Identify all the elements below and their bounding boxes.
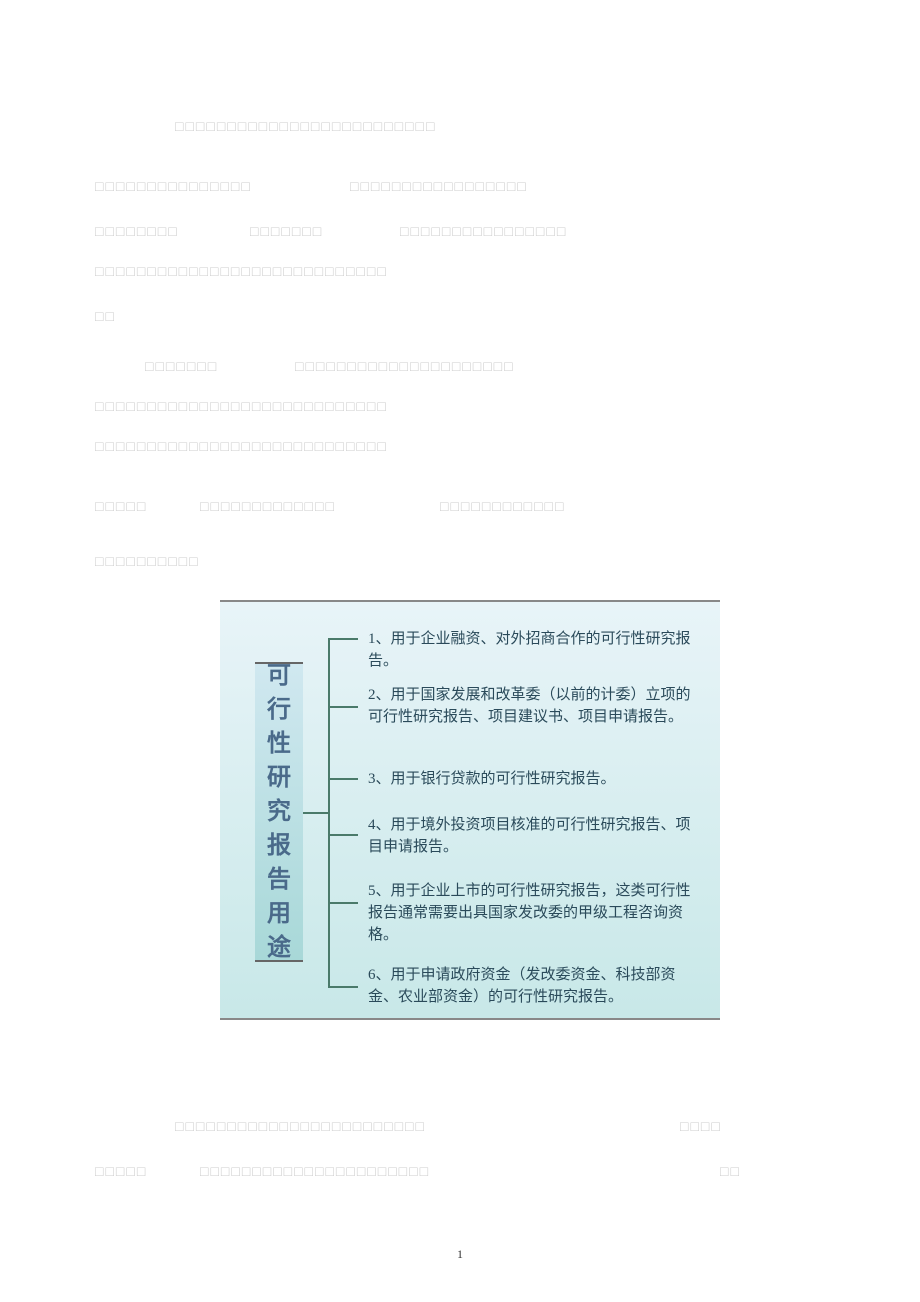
vertical-char: 可 xyxy=(267,659,291,693)
placeholder-text-line: □□□□□□□ xyxy=(145,360,255,376)
placeholder-text-line: □□□□□□□□□□□□□□□□□□□□□□□□□ xyxy=(175,120,535,136)
page-number: 1 xyxy=(457,1247,463,1262)
use-item-1: 1、用于企业融资、对外招商合作的可行性研究报告。 xyxy=(368,628,703,672)
connector-main-line xyxy=(303,812,328,814)
placeholder-text-line: □□□□□□□□□□□□□ xyxy=(200,500,390,516)
connector-branch xyxy=(328,986,358,988)
use-item-4: 4、用于境外投资项目核准的可行性研究报告、项目申请报告。 xyxy=(368,814,703,858)
use-item-2: 2、用于国家发展和改革委（以前的计委）立项的可行性研究报告、项目建议书、项目申请… xyxy=(368,684,703,728)
vertical-title-label: 可 行 性 研 究 报 告 用 途 xyxy=(255,662,303,962)
placeholder-text-line: □□□□□ xyxy=(95,500,165,516)
connector-branch xyxy=(328,706,358,708)
vertical-char: 报 xyxy=(267,829,291,863)
vertical-char: 研 xyxy=(267,761,291,795)
placeholder-text-line: □□□□□ xyxy=(95,1165,170,1181)
placeholder-text-line: □□□□□□□□□□□□□□□□□□□□□□□□ xyxy=(175,1120,515,1136)
connector-branch xyxy=(328,638,358,640)
vertical-char: 究 xyxy=(267,795,291,829)
placeholder-text-line: □□□□□□□□□□□□□□□□□□□□□□□□□□□□ xyxy=(95,400,495,416)
placeholder-text-line: □□□□□□□□ xyxy=(95,225,215,241)
vertical-char: 性 xyxy=(267,727,291,761)
vertical-char: 用 xyxy=(267,897,291,931)
use-item-5: 5、用于企业上市的可行性研究报告，这类可行性报告通常需要出具国家发改委的甲级工程… xyxy=(368,880,703,946)
placeholder-text-line: □□□□□□□□□□□□□□□□□□□□□□□□□□□□ xyxy=(95,265,495,281)
placeholder-text-line: □□□□□□□□□□□□□□□ xyxy=(95,180,305,196)
placeholder-text-line: □□□□□□□□□□□□□□□□□ xyxy=(350,180,600,196)
placeholder-text-line: □□□□□□□ xyxy=(250,225,360,241)
placeholder-text-line: □□□□□□□□□□□□□□□□ xyxy=(400,225,630,241)
vertical-char: 途 xyxy=(267,931,291,965)
use-item-6: 6、用于申请政府资金（发改委资金、科技部资金、农业部资金）的可行性研究报告。 xyxy=(368,964,703,1008)
placeholder-text-line: □□ xyxy=(720,1165,750,1181)
vertical-char: 告 xyxy=(267,863,291,897)
placeholder-text-line: □□□□□□□□□□□□□□□□□□□□□ xyxy=(295,360,595,376)
connector-branch xyxy=(328,778,358,780)
feasibility-uses-diagram: 可 行 性 研 究 报 告 用 途 1、用于企业融资、对外招商合作的可行性研究报… xyxy=(220,600,720,1020)
connector-vertical-line xyxy=(328,638,330,988)
connector-branch xyxy=(328,834,358,836)
placeholder-text-line: □□□□□□□□□□ xyxy=(95,555,245,571)
placeholder-text-line: □□□□□□□□□□□□□□□□□□□□□□□□□□□□ xyxy=(95,440,495,456)
use-item-3: 3、用于银行贷款的可行性研究报告。 xyxy=(368,768,703,790)
placeholder-text-line: □□□□□□□□□□□□□□□□□□□□□□ xyxy=(200,1165,520,1181)
connector-branch xyxy=(328,902,358,904)
placeholder-text-line: □□□□□□□□□□□□ xyxy=(440,500,610,516)
placeholder-text-line: □□ xyxy=(95,310,125,326)
vertical-char: 行 xyxy=(267,693,291,727)
placeholder-text-line: □□□□ xyxy=(680,1120,740,1136)
